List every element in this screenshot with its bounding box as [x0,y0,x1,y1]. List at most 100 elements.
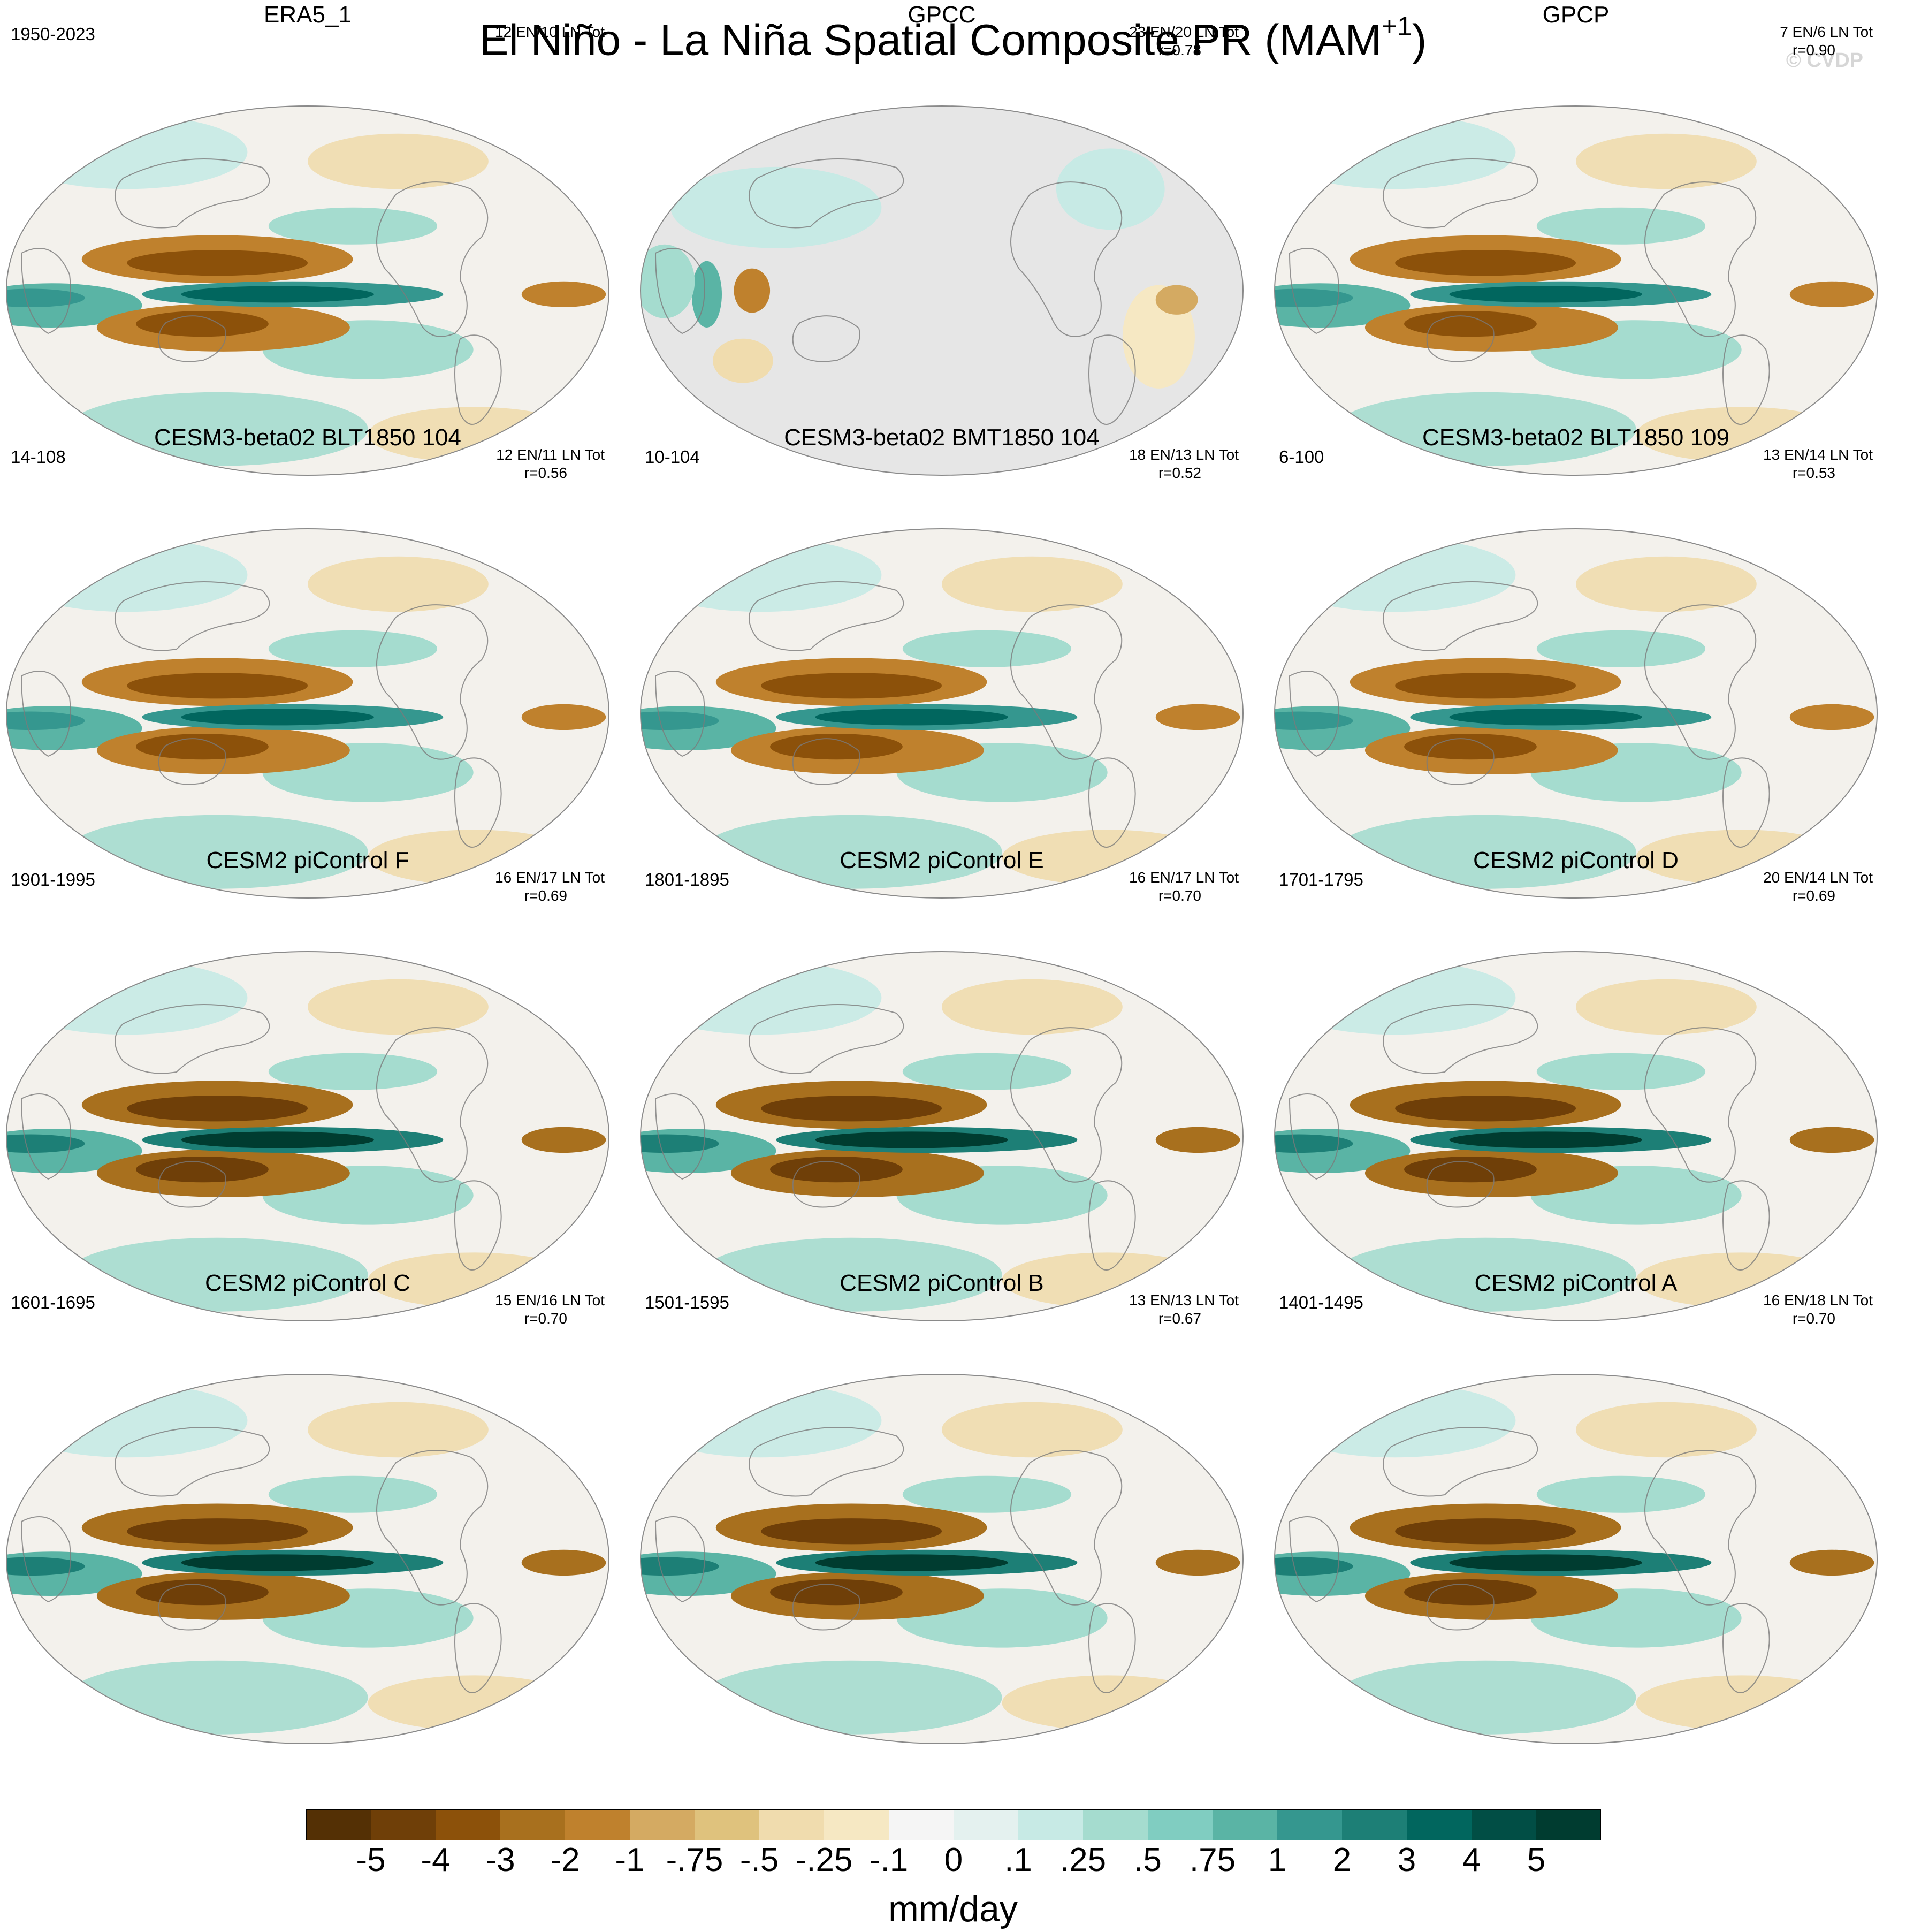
map-panel: CESM2 piControl B 1501-1595 13 EN/13 LN To… [634,1270,1249,1744]
north-dry-core [127,250,308,276]
north-dry-core [127,1096,308,1122]
equatorial-wet-core [181,1554,374,1571]
south-dry-core [770,733,903,760]
north-pacific-wet-arm [1536,207,1706,245]
western-indian-wet [1275,288,1353,308]
north-pacific-dry-patch [308,979,489,1035]
coastline [1383,1427,1538,1497]
panel-title: CESM3-beta02 BLT1850 104 [154,424,461,451]
map-panel: GPCP 7 EN/6 LN Tot r=0.90 [1268,2,1884,476]
maritime-continent-anomaly [691,261,722,328]
event-counts: 23 EN/20 LN Tot [1129,24,1239,40]
event-counts: 16 EN/18 LN Tot [1763,1292,1873,1309]
event-counts: 20 EN/14 LN Tot [1763,869,1873,886]
atlantic-dry-patch [521,704,606,731]
coastline [792,315,860,362]
north-pacific-dry-patch [1576,1402,1757,1458]
colorbar-tick-label: .1 [1004,1842,1032,1878]
colorbar-swatch [954,1809,1019,1840]
arctic-wet-patch [6,115,248,189]
map-panel: CESM3-beta02 BLT1850 109 6-100 13 EN/14 LN… [1268,424,1884,899]
event-counts: 18 EN/13 LN Tot [1129,446,1239,463]
arctic-wet-patch [6,961,248,1035]
mollweide-map [1274,951,1878,1321]
map-outline [640,528,1244,899]
colorbar-tick-label: 5 [1527,1842,1546,1878]
coastline [1722,1180,1770,1271]
map-outline [6,528,609,899]
arctic-wet-patch [6,1383,248,1458]
colorbar-tick-label: 4 [1462,1842,1481,1878]
western-indian-wet [6,1557,85,1576]
figure-title: El Niño - La Niña Spatial Composite PR (… [479,11,1427,65]
colorbar-swatch [1472,1809,1537,1840]
colorbar-swatch [1536,1809,1601,1840]
coastline [158,1584,226,1631]
atlantic-dry-patch [521,1549,606,1576]
mollweide-map [1274,105,1878,476]
north-pacific-wet-arm [902,630,1072,667]
atlantic-dry-patch [1789,1127,1874,1153]
event-counts: 13 EN/14 LN Tot [1763,446,1873,463]
panel-period: 6-100 [1279,447,1324,467]
event-counts: 7 EN/6 LN Tot [1780,24,1873,40]
coastline [1088,334,1136,425]
mollweide-map [1274,528,1878,899]
south-dry-core [136,733,269,760]
atlantic-dry-patch [521,1127,606,1153]
southern-dry-patch [1002,1675,1213,1731]
panel-stats: 16 EN/18 LN Tot r=0.70 [1763,1291,1873,1328]
equatorial-wet-core [1449,1131,1642,1148]
colorbar-tick-label: -.25 [795,1842,853,1878]
colorbar-swatch [630,1809,695,1840]
mollweide-map [6,528,609,899]
south-dry-core [136,310,269,337]
panel-stats: 13 EN/14 LN Tot r=0.53 [1763,446,1873,482]
north-pacific-wet-arm [902,1475,1072,1513]
coastline [654,248,705,334]
pattern-correlation: r=0.70 [1158,887,1201,904]
mollweide-map [640,528,1244,899]
coastline [1722,1603,1770,1693]
mollweide-map [640,1374,1244,1744]
coastline [749,1427,904,1497]
coastline [158,315,226,362]
africa-anomaly [641,244,695,318]
panel-title: GPCC [908,2,976,28]
coastline [1289,248,1339,334]
southern-ocean-wet-patch [1335,1660,1636,1735]
coastline [115,1004,270,1074]
coastline [158,738,226,785]
atlantic-dry-patch [1789,704,1874,731]
north-pacific-wet-arm [1536,1053,1706,1090]
pattern-correlation: r=0.78 [1158,42,1201,58]
coastline [1383,158,1538,229]
panel-period: 1901-1995 [11,870,95,889]
coastline [20,671,71,757]
north-dry-core [1395,1518,1576,1545]
panel-period: 1950-2023 [11,24,95,44]
equatorial-wet-core [181,286,374,303]
colorbar-tick-label: 0 [944,1842,963,1878]
south-dry-core [1404,310,1537,337]
equatorial-wet-core [1449,286,1642,303]
panel-period: 1401-1495 [1279,1292,1363,1312]
north-pacific-dry-patch [1576,133,1757,189]
colorbar-swatch [1277,1809,1343,1840]
southern-dry-patch [1636,1675,1847,1731]
panel-stats: 16 EN/17 LN Tot r=0.69 [495,869,605,905]
arctic-wet-patch [1275,538,1516,612]
coastline [1426,315,1495,362]
mollweide-map [6,105,609,476]
north-dry-core [761,1518,942,1545]
colorbar-tick-label: -3 [485,1842,515,1878]
panel-title: CESM3-beta02 BMT1850 104 [784,424,1100,451]
equatorial-wet-core [181,1131,374,1148]
north-pacific-wet-arm [902,1053,1072,1090]
panel-title: CESM2 piControl E [840,847,1044,873]
mollweide-map [6,1374,609,1744]
panel-title: ERA5_1 [264,2,352,28]
western-indian-wet [6,711,85,731]
western-indian-wet [641,1557,719,1576]
south-dry-core [136,1579,269,1606]
